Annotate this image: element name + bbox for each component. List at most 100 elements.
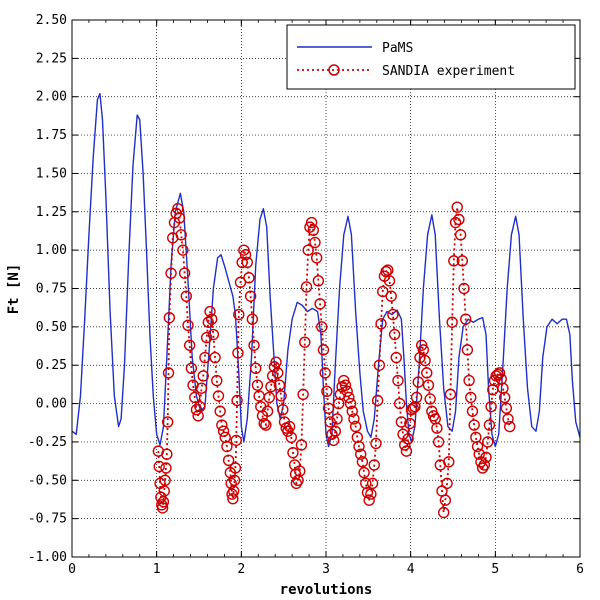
data-point-sandia [353, 440, 365, 453]
data-point-sandia [309, 236, 321, 249]
data-point-sandia [417, 344, 430, 356]
data-point-sandia [404, 417, 416, 430]
data-point-sandia [153, 460, 165, 473]
y-tick-label: 2.00 [36, 90, 67, 105]
data-point-sandia [246, 313, 259, 325]
data-point-sandia [341, 385, 353, 397]
data-point-sandia [407, 402, 419, 414]
data-point-sandia [461, 344, 474, 356]
y-tick-label: -0.75 [28, 512, 67, 527]
data-point-sandia [287, 446, 299, 459]
data-point-sandia [392, 374, 404, 387]
data-point-sandia [229, 462, 242, 474]
y-ticks: -1.00 -0.75 -0.50 -0.25 0.00 0.25 0.50 0.75 1.00… [28, 13, 580, 565]
data-point-sandia [387, 308, 399, 321]
data-point-sandia [260, 419, 272, 431]
data-point-sandia [339, 379, 352, 391]
y-tick-label: 2.25 [36, 51, 67, 66]
data-point-sandia [195, 382, 208, 394]
data-point-sandia [453, 213, 465, 226]
data-point-sandia [400, 445, 413, 457]
data-point-sandia [248, 339, 260, 351]
data-point-sandia [432, 436, 445, 448]
data-point-sandia [478, 459, 491, 471]
data-point-sandia [294, 465, 306, 477]
data-point-sandia [165, 267, 177, 279]
y-tick-label: -0.50 [28, 473, 67, 488]
data-point-sandia [261, 405, 274, 417]
data-point-sandia [177, 244, 189, 256]
data-point-sandia [348, 413, 360, 425]
data-point-sandia [373, 359, 386, 371]
data-point-sandia [377, 285, 389, 298]
data-point-sandia [162, 367, 175, 379]
data-point-sandia [390, 351, 402, 364]
data-point-sandia [375, 318, 387, 330]
data-point-sandia [356, 456, 369, 468]
data-point-sandia [454, 229, 467, 241]
data-point-sandia [297, 388, 309, 401]
data-point-sandia [448, 255, 460, 267]
data-point-sandia [228, 474, 241, 486]
data-point-sandia [441, 477, 453, 490]
data-point-sandia [399, 439, 411, 451]
data-point-sandia [456, 255, 469, 267]
data-point-sandia [310, 252, 323, 264]
y-tick-label: -1.00 [28, 550, 67, 565]
data-point-sandia [419, 354, 431, 367]
data-point-sandia [160, 462, 172, 474]
data-point-sandia [300, 281, 313, 293]
data-point-sandia [159, 474, 171, 486]
data-point-sandia [285, 431, 297, 444]
data-point-sandia [451, 201, 463, 213]
data-point-sandia [263, 391, 275, 404]
data-point-sandia [504, 420, 516, 433]
y-tick-label: 0.50 [36, 320, 67, 335]
data-point-sandia [305, 216, 318, 229]
data-point-sandia [498, 391, 511, 404]
data-point-sandia [358, 466, 370, 479]
data-point-sandia [321, 385, 333, 397]
data-point-sandia [371, 394, 384, 407]
legend-pams-label: PaMS [382, 41, 413, 56]
x-tick-label: 1 [153, 562, 161, 577]
data-point-sandia [241, 256, 253, 269]
data-point-sandia [216, 419, 228, 431]
legend: PaMS SANDIA experiment [286, 24, 576, 90]
y-tick-label: 0.00 [36, 397, 67, 412]
data-point-sandia [493, 367, 506, 379]
data-point-sandia [221, 440, 233, 453]
data-point-sandia [368, 459, 380, 471]
data-point-sandia [465, 391, 477, 404]
data-point-sandia [346, 405, 358, 417]
y-tick-label: 1.25 [36, 205, 67, 220]
data-point-sandia [363, 494, 375, 506]
data-point-sandia [217, 425, 230, 437]
data-point-sandia [431, 422, 443, 434]
data-point-sandia [471, 440, 484, 453]
data-point-sandia [158, 485, 170, 497]
data-point-sandia [480, 451, 492, 463]
data-point-sandia [232, 347, 244, 359]
data-point-sandia [468, 419, 480, 431]
data-point-sandia [156, 502, 169, 514]
data-point-sandia [161, 416, 174, 428]
x-tick-label: 4 [407, 562, 415, 577]
data-point-sandia [234, 276, 247, 289]
data-point-sandia [439, 494, 452, 506]
data-point-sandia [243, 272, 255, 284]
data-point-sandia [178, 267, 191, 279]
data-point-sandia [314, 298, 326, 310]
data-point-sandia [299, 336, 311, 348]
data-point-sandia [502, 413, 514, 425]
data-point-sandia [272, 367, 284, 379]
data-point-sandia [382, 264, 394, 276]
data-point-sandia [395, 416, 408, 428]
data-point-sandia [228, 485, 240, 497]
data-point-sandia [322, 402, 335, 414]
y-tick-label: 1.75 [36, 128, 67, 143]
plot-frame [71, 19, 581, 558]
data-point-sandia [270, 356, 282, 368]
data-point-sandia [412, 376, 424, 388]
